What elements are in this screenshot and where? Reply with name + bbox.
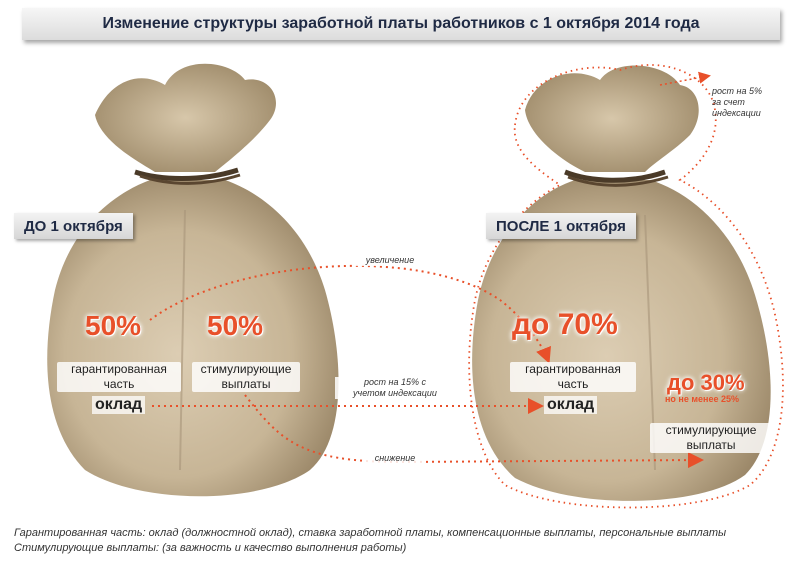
bag-tie-right [564,169,666,183]
growth-note-line2: учетом индексации [353,388,437,398]
before-tag: ДО 1 октября [14,213,133,239]
bag-body-right [472,180,771,501]
after-incentive-percent: до 30% [667,370,745,395]
growth-note: рост на 15% с учетом индексации [335,377,455,399]
increase-note: увеличение [355,255,425,266]
bag-body-left [47,180,339,497]
after-tag: ПОСЛЕ 1 октября [486,213,636,239]
after-guaranteed-label: гарантированная часть [510,362,636,392]
before-incentive-line1: стимулирующие [200,362,292,376]
before-incentive-line2: выплаты [221,377,271,391]
after-guaranteed-percent: до 70% [512,308,618,341]
decrease-note: снижение [365,453,425,464]
page-title: Изменение структуры заработной платы раб… [22,8,780,40]
after-incentive-line1: стимулирующие [665,423,757,437]
arrow-decrease [244,394,704,469]
footnote-guaranteed: Гарантированная часть: оклад (должностно… [14,527,727,539]
indexation-note-line3: индексации [712,108,761,118]
indexation-note-line2: за счет [712,97,745,107]
after-incentive-note: но не менее 25% [665,394,739,404]
before-oklad: оклад [92,396,146,414]
before-incentive-percent: 50% [207,310,264,341]
footnote-incentive: Стимулирующие выплаты: (за важность и ка… [14,542,407,554]
growth-note-line1: рост на 15% с [364,377,426,387]
after-guaranteed-line2: часть [557,377,589,391]
bag-top-left [95,63,276,172]
indexation-note: рост на 5% за счет индексации [712,86,762,119]
bag-top-right [525,65,699,172]
before-guaranteed-label: гарантированная часть [57,362,181,392]
expansion-outline [468,64,784,509]
bag-tie-left [134,167,239,181]
after-oklad: оклад [544,396,598,414]
before-guaranteed-line1: гарантированная [71,362,167,376]
money-bag-after [468,64,784,509]
before-incentive-label: стимулирующие выплаты [192,362,300,392]
before-guaranteed-line2: часть [103,377,135,391]
indexation-note-line1: рост на 5% [712,86,762,96]
arrow-indexation [659,71,711,86]
money-bag-before [47,63,339,497]
after-incentive-label: стимулирующие выплаты [650,423,772,453]
before-guaranteed-percent: 50% [85,310,142,341]
after-incentive-line2: выплаты [686,438,736,452]
after-guaranteed-line1: гарантированная [525,362,621,376]
